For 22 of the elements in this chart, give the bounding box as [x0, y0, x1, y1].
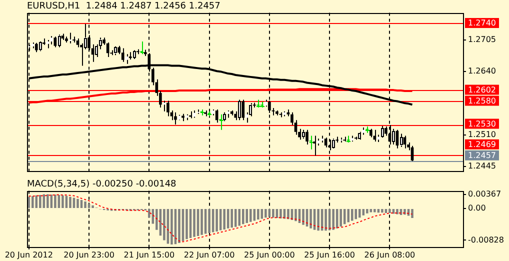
ref-line-label: 1.2530 — [468, 119, 496, 128]
x-tick-label: 22 Jun 07:00 — [184, 250, 235, 260]
ref-line-label: 1.2740 — [468, 18, 496, 28]
x-tick-label: 20 Jun 23:00 — [64, 250, 114, 260]
y-tick-label: 1.2705 — [468, 35, 496, 44]
x-tick-label: 25 Jun 00:00 — [244, 250, 295, 260]
x-tick-label: 20 Jun 2012 — [4, 250, 53, 260]
x-tick-label: 21 Jun 15:00 — [124, 250, 175, 260]
x-tick-label: 25 Jun 16:00 — [304, 250, 355, 260]
y-tick-label: -0.00828 — [468, 235, 504, 244]
y-tick-label: 0.00 — [468, 204, 486, 213]
x-tick-label: 26 Jun 08:00 — [364, 250, 416, 260]
y-tick-label: 0.00367 — [468, 189, 502, 198]
chart-title: MACD(5,34,5) -0.00250 -0.00148 — [27, 180, 177, 190]
ref-line-label: 1.2469 — [468, 140, 496, 149]
y-tick-label: 1.2640 — [468, 66, 496, 76]
ref-line-label: 1.2457 — [468, 150, 496, 160]
y-tick-label: 1.2445 — [468, 161, 496, 170]
y-tick-label: 1.2510 — [468, 130, 496, 139]
ref-line-label: 1.2602 — [468, 85, 496, 94]
chart-title: EURUSD,H1 1.2484 1.2487 1.2456 1.2457 — [27, 2, 220, 12]
ref-line-label: 1.2580 — [468, 96, 496, 106]
